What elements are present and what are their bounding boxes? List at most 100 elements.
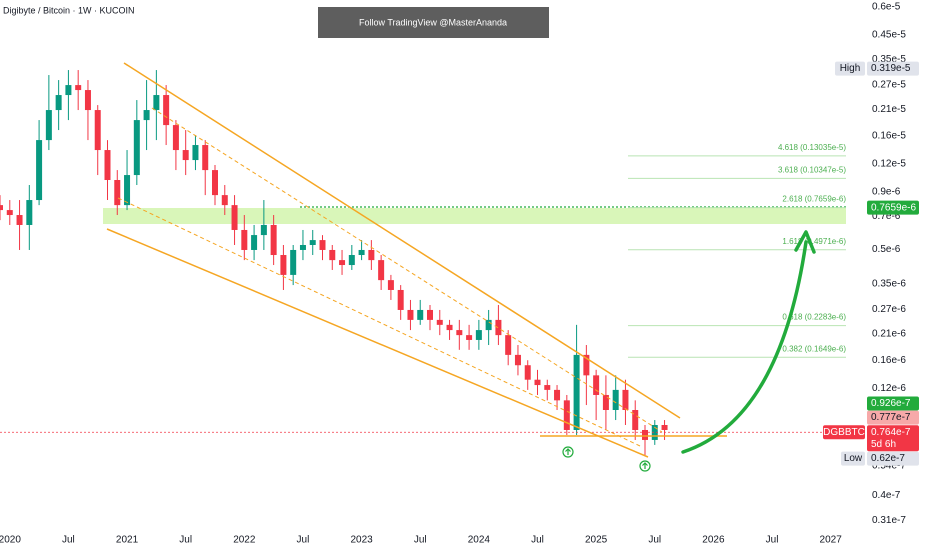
y-tick-label: 0.12e-5 [872,159,906,170]
price-badge [867,396,919,411]
candle [456,319,463,350]
candle [593,369,600,421]
price-badge-label: 0.764e-7 [871,427,911,438]
candle-body [172,125,179,151]
fib-label: 2.618 (0.7659e-6) [782,195,846,204]
price-badge-name-box [841,451,865,466]
banner-box [318,7,549,38]
candle-body [583,354,590,376]
candle-body [339,260,346,266]
candle [329,244,336,270]
price-labels: 0.764e-75d 6h DGBBTC 0.777e-7 0.926e-7 0.62e… [823,61,919,466]
candle-body [104,150,111,181]
price-countdown: 5d 6h [871,439,896,450]
candle-body [563,400,570,430]
candle-body [212,170,218,196]
candle [573,324,580,435]
candle [270,215,277,266]
candle-body [514,354,521,366]
y-tick-label: 0.45e-5 [872,30,906,41]
candle [94,105,101,176]
candle [36,120,43,206]
channel-lower [106,228,649,458]
candle [407,299,414,331]
candle [55,80,62,131]
channel-mid [151,107,663,433]
signal-markers [562,446,651,472]
candle-body [182,150,189,161]
candle [16,200,23,250]
candle [348,244,355,270]
candle-body [221,195,228,206]
x-tick-label: Jul [297,535,310,546]
candle [466,324,473,350]
x-tick-label: 2026 [702,535,725,546]
candle-body [329,249,336,261]
candle [6,200,13,225]
candle-body [163,95,170,126]
candle [563,394,570,435]
candle [417,299,424,325]
candle-body [524,365,531,380]
candle [65,70,72,121]
y-tick-label: 0.5e-6 [872,244,901,255]
y-tick-label: 0.35e-6 [872,279,906,290]
y-tick-label: 0.9e-6 [872,187,901,198]
candle-body [554,389,561,401]
channel [106,62,727,458]
price-badge-label: 0.926e-7 [871,398,911,409]
candle-body [485,319,492,331]
candle-body [427,309,433,320]
candle-body [534,379,541,386]
candle-body [65,85,72,96]
candle-body [36,140,43,201]
y-tick-label: 0.16e-6 [872,355,906,366]
candle [544,379,551,401]
candle-body [456,330,463,336]
up-marker-arrow [642,462,648,469]
y-tick-label: 0.54e-7 [872,461,906,472]
channel-upper [123,62,681,419]
candle-body [661,425,668,430]
candle [632,400,639,440]
candle-body [260,224,267,236]
candle [231,195,238,245]
candle-body [593,375,600,395]
candle [251,224,258,261]
price-badge-label: 0.777e-7 [871,412,911,423]
y-tick-label: 0.35e-5 [872,54,906,65]
fib-label: 1.618 (0.4971e-6) [782,237,846,246]
candle-body [397,289,404,310]
candle-body [251,235,258,250]
candle-body [114,180,121,206]
candle-body [378,260,385,281]
candle [84,80,91,141]
y-tick-label: 0.21e-5 [872,104,906,115]
candle [280,244,287,290]
candle [427,304,433,331]
candle-body [143,110,150,121]
candle [622,379,629,426]
candle [339,249,346,275]
candle-body [0,205,3,211]
candle-body [544,385,551,390]
candle-body [319,240,326,250]
x-tick-label: 2027 [820,535,843,546]
y-tick-label: 0.21e-6 [872,328,906,339]
candle [446,319,453,340]
candle-body [202,145,209,171]
candle-body [407,309,414,320]
price-badge-name: Low [844,453,863,464]
candle [192,135,199,171]
candle [0,195,3,221]
price-axis: 0.6e-5 0.45e-5 0.35e-5 0.27e-5 0.21e-5 0.16e-… [0,2,906,546]
candle-body [642,429,648,440]
y-tick-label: 0.6e-5 [872,2,901,13]
x-tick-label: Jul [179,535,192,546]
candle-body [280,255,287,275]
candle-body [6,210,13,216]
candle-body [290,249,297,275]
candle-body [368,249,375,261]
